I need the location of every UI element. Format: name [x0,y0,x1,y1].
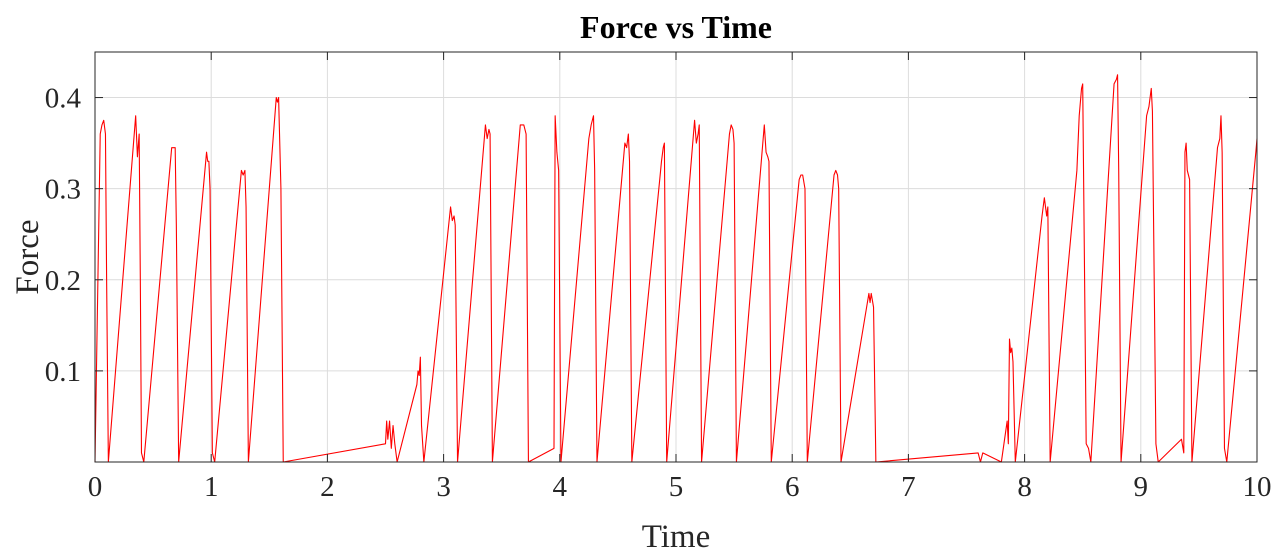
x-tick-label: 7 [901,471,916,503]
x-tick-label: 8 [1017,471,1032,503]
x-tick-labels: 0 1 2 3 4 5 6 7 8 9 10 [88,471,1272,503]
y-tick-label: 0.2 [45,265,81,297]
y-tick-label: 0.4 [45,83,82,115]
x-tick-label: 9 [1134,471,1149,503]
x-tick-label: 4 [553,471,568,503]
grid-lines [95,52,1257,462]
tick-marks [94,52,1258,462]
x-tick-label: 5 [669,471,684,503]
x-axis-label: Time [642,519,710,555]
x-tick-label: 3 [436,471,451,503]
chart-title: Force vs Time [580,9,772,45]
y-axis-label: Force [10,219,46,294]
x-tick-label: 1 [204,471,219,503]
y-tick-label: 0.3 [45,174,81,206]
x-tick-label: 6 [785,471,800,503]
x-tick-label: 10 [1243,471,1272,503]
y-tick-labels: 0.1 0.2 0.3 0.4 [45,83,82,388]
x-tick-label: 0 [88,471,103,503]
x-tick-label: 2 [320,471,335,503]
y-tick-label: 0.1 [45,356,81,388]
